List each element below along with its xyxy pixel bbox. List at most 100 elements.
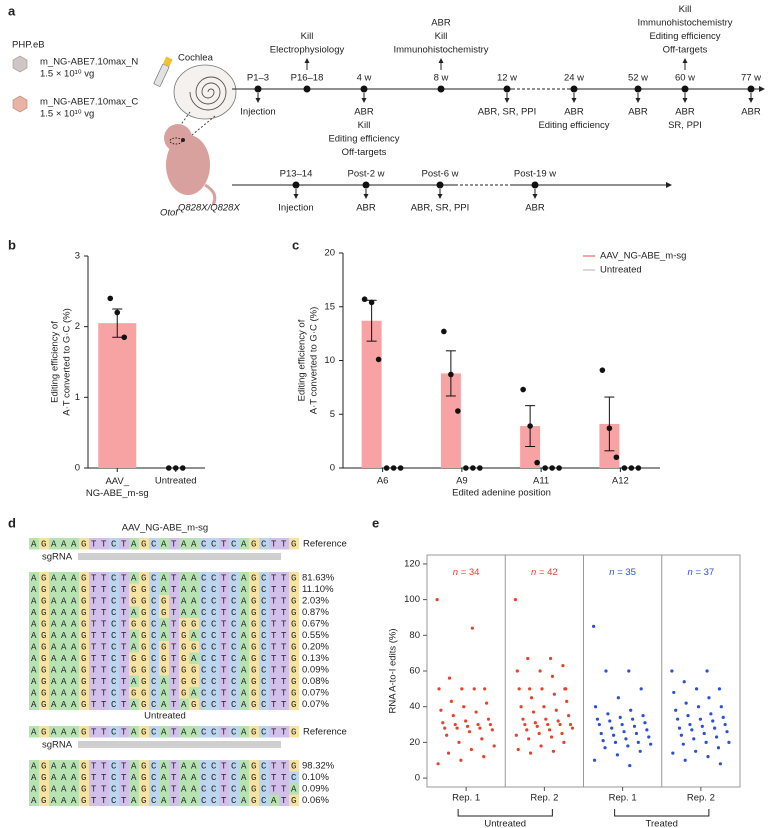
base-cell (149, 629, 159, 641)
event-label: Injection (240, 107, 275, 118)
allele-frequency: 98.32% (302, 760, 335, 771)
base-cell (29, 726, 39, 738)
base-cell (269, 652, 279, 664)
base-cell (169, 698, 179, 710)
data-point (700, 724, 704, 728)
base-cell (219, 794, 229, 806)
base-cell (239, 652, 249, 664)
x-tick-label: Rep. 1 (609, 793, 637, 804)
base-cell (109, 595, 119, 607)
timepoint (681, 85, 689, 93)
y-tick-label: 0 (75, 463, 80, 474)
base-cell (179, 652, 189, 664)
base-cell (169, 538, 179, 550)
base-cell (239, 771, 249, 783)
base-cell (289, 572, 299, 584)
n-label: n = 34 (453, 567, 480, 578)
event-label: ABR (431, 18, 451, 29)
base-cell (139, 726, 149, 738)
base-cell (109, 572, 119, 584)
data-point (686, 714, 690, 718)
base-cell (199, 618, 209, 630)
base-cell (279, 771, 289, 783)
base-cell (119, 572, 129, 584)
base-cell (279, 606, 289, 618)
base-cell (79, 726, 89, 738)
data-point (690, 728, 694, 732)
base-cell (29, 629, 39, 641)
base-cell (149, 652, 159, 664)
base-cell (49, 641, 59, 653)
data-point (383, 465, 390, 471)
base-cell (109, 618, 119, 630)
base-cell (49, 538, 59, 550)
base-cell (99, 606, 109, 618)
timepoint (747, 85, 755, 93)
data-point (682, 680, 686, 684)
data-point (463, 465, 469, 471)
construct-name: m_NG-ABE7.10max_C (40, 97, 138, 108)
sequence: AGAAAGTTCTAGCATAACCTCAGCTTA (31, 785, 297, 795)
base-cell (279, 572, 289, 584)
data-point (568, 722, 573, 727)
data-point (390, 465, 397, 471)
base-cell (159, 760, 169, 772)
base-cell (59, 760, 69, 772)
base-cell (249, 726, 259, 738)
timepoint-label: P1–3 (247, 73, 269, 84)
data-point (548, 656, 553, 661)
base-cell (209, 664, 219, 676)
data-point (692, 737, 696, 741)
base-cell (69, 583, 79, 595)
base-cell (229, 771, 239, 783)
base-cell (69, 687, 79, 699)
base-cell (269, 618, 279, 630)
data-point (558, 722, 562, 727)
base-cell (269, 698, 279, 710)
data-point (681, 742, 685, 746)
base-cell (29, 687, 39, 699)
data-point (696, 705, 701, 709)
data-point (725, 730, 729, 734)
base-cell (289, 652, 299, 664)
base-cell (109, 794, 119, 806)
data-point (706, 755, 710, 759)
sequence: AGAAAGTTCTGGCGTGGCCTCAGCTTG (31, 666, 296, 676)
data-point (618, 715, 622, 720)
base-cell (79, 794, 89, 806)
base-cell (119, 538, 129, 550)
base-cell (169, 629, 179, 641)
legend-label: Untreated (600, 265, 642, 276)
construct-dose: 1.5 × 10¹⁰ vg (40, 69, 94, 80)
base-cell (149, 618, 159, 630)
base-cell (149, 583, 159, 595)
base-cell (259, 572, 269, 584)
base-cell (229, 538, 239, 550)
data-point (556, 719, 560, 723)
data-point (549, 465, 555, 471)
base-cell (169, 583, 179, 595)
base-cell (279, 595, 289, 607)
base-cell (229, 783, 239, 795)
timepoint-label: P16–18 (291, 73, 324, 84)
data-point (628, 465, 635, 471)
base-cell (119, 771, 129, 783)
base-cell (129, 664, 139, 676)
base-cell (289, 641, 299, 653)
sequence: AGAAAGTTCTAGCATAACCTCAGCATG (31, 796, 296, 806)
data-point (549, 735, 554, 739)
base-cell (59, 698, 69, 710)
base-cell (269, 629, 279, 641)
data-point (464, 719, 468, 723)
base-cell (29, 618, 39, 630)
base-cell (189, 606, 199, 618)
data-point (604, 669, 608, 673)
legend-swatch (583, 255, 595, 257)
base-cell (49, 726, 59, 738)
base-cell (59, 652, 69, 664)
base-cell (159, 618, 169, 630)
base-cell (169, 783, 179, 795)
event-label: Kill (679, 4, 692, 15)
base-cell (159, 664, 169, 676)
data-point (621, 465, 628, 471)
